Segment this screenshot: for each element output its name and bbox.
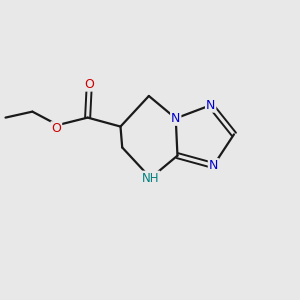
Text: N: N bbox=[171, 112, 180, 125]
Text: NH: NH bbox=[142, 172, 159, 184]
Text: N: N bbox=[206, 99, 215, 112]
Text: O: O bbox=[51, 122, 61, 135]
Text: N: N bbox=[209, 159, 218, 172]
Text: O: O bbox=[84, 78, 94, 91]
